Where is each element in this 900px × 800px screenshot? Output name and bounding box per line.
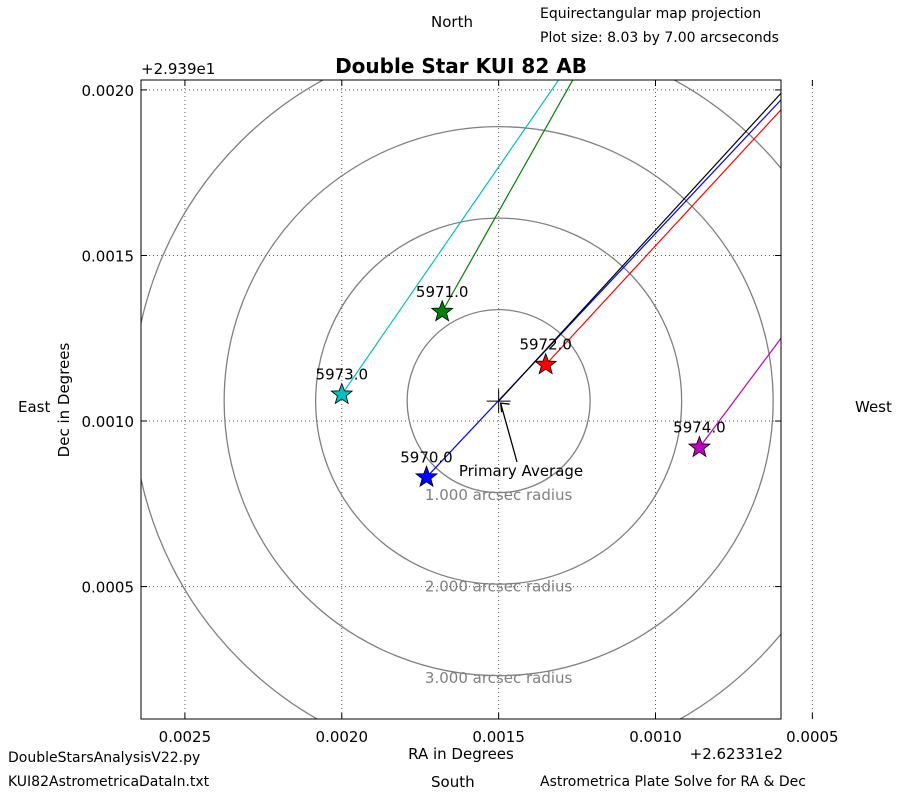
plot-frame bbox=[140, 79, 782, 720]
y-offset-label: +2.939e1 bbox=[141, 60, 215, 78]
chart-title: Double Star KUI 82 AB bbox=[335, 54, 587, 78]
annotation-arrowhead bbox=[499, 402, 510, 413]
method-note: Astrometrica Plate Solve for RA & Dec bbox=[540, 774, 806, 790]
y-tick-label: 0.0010 bbox=[82, 413, 135, 431]
plot-size-note: Plot size: 8.03 by 7.00 arcseconds bbox=[540, 30, 779, 46]
star-marker bbox=[534, 352, 558, 375]
annotation-arrow bbox=[500, 402, 518, 463]
script-name: DoubleStarsAnalysisV22.py bbox=[8, 750, 201, 766]
distance-ring bbox=[223, 126, 774, 677]
star-marker bbox=[430, 299, 454, 322]
point-label: 5974.0 bbox=[673, 419, 726, 437]
x-tick-label: 0.0010 bbox=[629, 728, 682, 746]
x-tick-label: 0.0015 bbox=[472, 728, 525, 746]
star-marker bbox=[330, 382, 354, 405]
x-tick-label: 0.0025 bbox=[159, 728, 212, 746]
center-annotation: Primary Average bbox=[459, 462, 583, 480]
motion-line bbox=[426, 99, 781, 478]
y-tick-label: 0.0020 bbox=[82, 82, 135, 100]
motion-line bbox=[698, 337, 781, 448]
x-axis-label: RA in Degrees bbox=[408, 745, 514, 763]
x-offset-label: +2.62331e2 bbox=[690, 745, 783, 763]
x-tick-label: 0.0020 bbox=[316, 728, 369, 746]
projection-note: Equirectangular map projection bbox=[540, 6, 762, 22]
ring-label: 2.000 arcsec radius bbox=[425, 578, 573, 596]
motion-line bbox=[441, 80, 574, 313]
star-marker bbox=[414, 465, 439, 488]
east-label: East bbox=[18, 398, 51, 416]
ring-label: 1.000 arcsec radius bbox=[425, 486, 573, 504]
west-label: West bbox=[855, 398, 892, 416]
distance-ring bbox=[314, 217, 683, 585]
point-label: 5972.0 bbox=[519, 336, 572, 354]
point-label: 5970.0 bbox=[400, 448, 453, 466]
star-marker bbox=[687, 435, 712, 458]
motion-line bbox=[498, 92, 781, 402]
data-file-name: KUI82AstrometricaDataIn.txt bbox=[8, 774, 210, 790]
y-tick-label: 0.0005 bbox=[82, 579, 135, 597]
ring-label: 3.000 arcsec radius bbox=[425, 669, 573, 687]
motion-line bbox=[341, 80, 560, 395]
north-label: North bbox=[431, 13, 473, 31]
point-label: 5973.0 bbox=[316, 366, 369, 384]
point-label: 5971.0 bbox=[416, 283, 469, 301]
x-tick-label: 0.0005 bbox=[786, 728, 839, 746]
y-tick-label: 0.0015 bbox=[82, 247, 135, 265]
south-label: South bbox=[431, 773, 475, 791]
distance-ring bbox=[406, 309, 591, 494]
plot-area: 1.000 arcsec radius 2.000 arcsec radius 3.… bbox=[141, 80, 781, 719]
y-axis-label: Dec in Degrees bbox=[55, 342, 73, 457]
motion-line bbox=[545, 109, 781, 366]
